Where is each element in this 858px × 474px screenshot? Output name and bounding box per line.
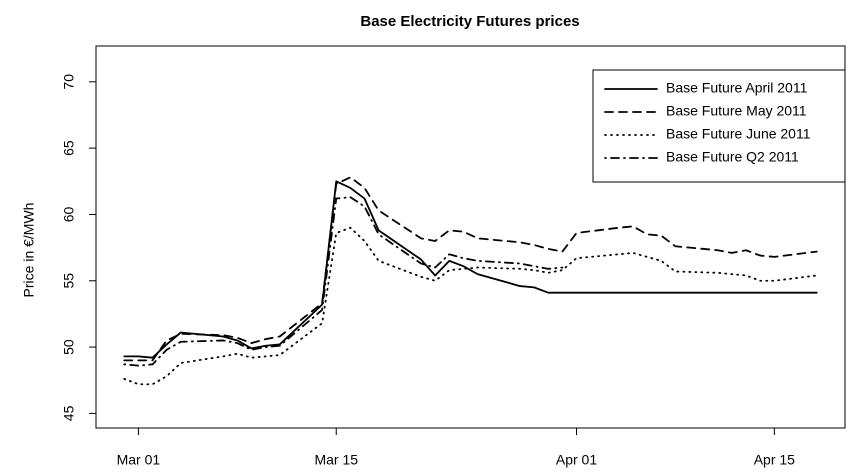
y-tick-label: 65	[61, 140, 77, 156]
x-tick-label: Mar 15	[314, 452, 358, 468]
y-tick-label: 45	[61, 405, 77, 421]
y-tick-label: 50	[61, 339, 77, 355]
series-line	[123, 180, 818, 359]
legend-label: Base Future Q2 2011	[666, 149, 799, 165]
series-line	[123, 176, 818, 362]
y-tick-label: 60	[61, 206, 77, 222]
y-axis-label: Price in €/MWh	[21, 203, 37, 298]
y-tick-label: 70	[61, 74, 77, 90]
x-tick-label: Mar 01	[117, 452, 161, 468]
chart-title: Base Electricity Futures prices	[360, 13, 579, 30]
series-line	[123, 226, 818, 386]
plot-frame	[95, 45, 846, 429]
legend-label: Base Future April 2011	[666, 80, 808, 96]
legend-label: Base Future June 2011	[666, 126, 811, 142]
x-tick-label: Apr 15	[754, 452, 795, 468]
y-tick-label: 55	[61, 273, 77, 289]
series-line	[123, 196, 564, 367]
legend-label: Base Future May 2011	[666, 103, 807, 119]
x-tick-label: Apr 01	[556, 452, 597, 468]
